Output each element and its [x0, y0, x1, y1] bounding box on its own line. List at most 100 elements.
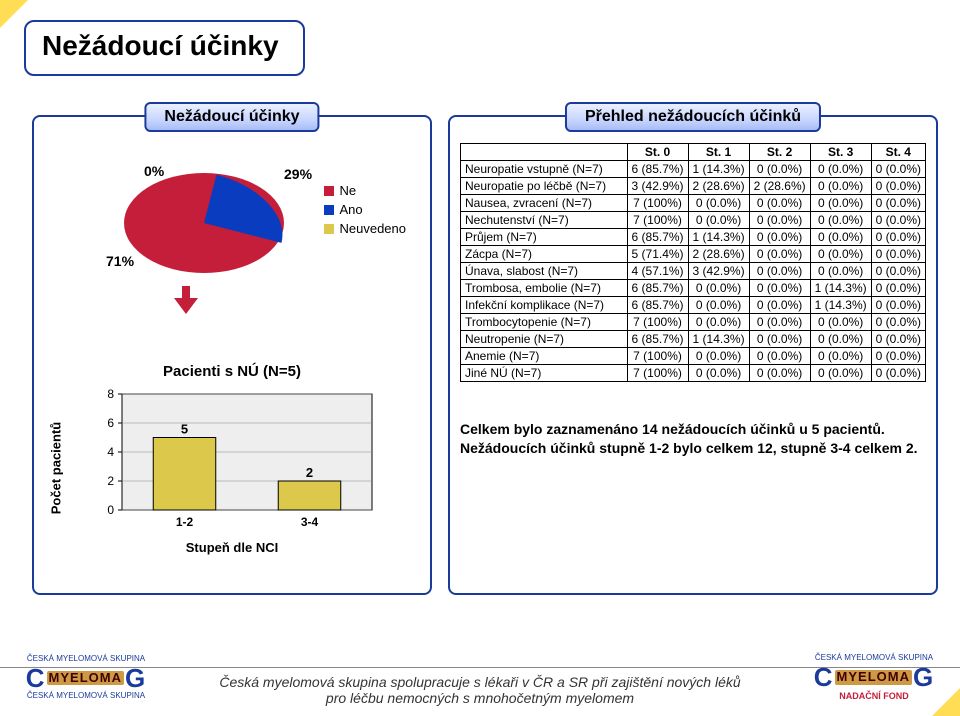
- table-cell: 0 (0.0%): [749, 314, 810, 331]
- svg-text:0: 0: [107, 503, 114, 517]
- table-cell: 0 (0.0%): [749, 195, 810, 212]
- table-cell: 0 (0.0%): [871, 263, 925, 280]
- table-cell: 1 (14.3%): [810, 297, 871, 314]
- table-row: Trombocytopenie (N=7)7 (100%)0 (0.0%)0 (…: [461, 314, 926, 331]
- svg-text:1-2: 1-2: [176, 515, 194, 529]
- svg-text:8: 8: [107, 387, 114, 401]
- legend-swatch: [324, 186, 334, 196]
- table-cell: 0 (0.0%): [810, 178, 871, 195]
- table-cell: 1 (14.3%): [688, 161, 749, 178]
- pie-pct-label: 71%: [106, 253, 134, 269]
- table-cell: 0 (0.0%): [810, 365, 871, 382]
- table-cell: 0 (0.0%): [810, 161, 871, 178]
- table-cell: 0 (0.0%): [871, 297, 925, 314]
- table-cell: 0 (0.0%): [871, 212, 925, 229]
- table-cell: 1 (14.3%): [688, 331, 749, 348]
- bar-chart: 0246851-223-4: [82, 384, 382, 534]
- table-cell: 4 (57.1%): [627, 263, 688, 280]
- table-cell: 2 (28.6%): [749, 178, 810, 195]
- table-cell: 7 (100%): [627, 365, 688, 382]
- panel-overview: Přehled nežádoucích účinků St. 0St. 1St.…: [448, 115, 938, 595]
- panel-adverse-effects: Nežádoucí účinky 71%29%0% NeAnoNeuvedeno…: [32, 115, 432, 595]
- table-row: Únava, slabost (N=7)4 (57.1%)3 (42.9%)0 …: [461, 263, 926, 280]
- footer-line1: Česká myelomová skupina spolupracuje s l…: [219, 674, 740, 690]
- svg-text:5: 5: [181, 422, 188, 437]
- table-header-cell: St. 2: [749, 144, 810, 161]
- table-row: Anemie (N=7)7 (100%)0 (0.0%)0 (0.0%)0 (0…: [461, 348, 926, 365]
- table-header-cell: St. 1: [688, 144, 749, 161]
- table-cell: 0 (0.0%): [810, 229, 871, 246]
- table-cell: 0 (0.0%): [871, 195, 925, 212]
- table-cell: 0 (0.0%): [749, 331, 810, 348]
- table-cell: 0 (0.0%): [749, 263, 810, 280]
- table-cell: 0 (0.0%): [810, 348, 871, 365]
- table-cell: 1 (14.3%): [810, 280, 871, 297]
- table-cell: 5 (71.4%): [627, 246, 688, 263]
- table-cell: 7 (100%): [627, 212, 688, 229]
- table-cell: 0 (0.0%): [749, 212, 810, 229]
- table-cell: 2 (28.6%): [688, 246, 749, 263]
- corner-decor-tl: [0, 0, 28, 28]
- page-title-panel: Nežádoucí účinky: [24, 20, 305, 76]
- logo-right-bottom: NADAČNÍ FOND: [839, 692, 909, 702]
- table-cell: Jiné NÚ (N=7): [461, 365, 628, 382]
- legend-item: Neuvedeno: [324, 221, 407, 236]
- table-cell: Neuropatie vstupně (N=7): [461, 161, 628, 178]
- table-cell: 0 (0.0%): [871, 280, 925, 297]
- table-cell: Neutropenie (N=7): [461, 331, 628, 348]
- table-header-cell: St. 4: [871, 144, 925, 161]
- table-cell: Trombocytopenie (N=7): [461, 314, 628, 331]
- table-cell: 1 (14.3%): [688, 229, 749, 246]
- table-cell: 0 (0.0%): [871, 365, 925, 382]
- table-row: Infekční komplikace (N=7)6 (85.7%) 0 (0.0…: [461, 297, 926, 314]
- panel-left-header: Nežádoucí účinky: [144, 102, 319, 132]
- table-row: Průjem (N=7)6 (85.7%)1 (14.3%)0 (0.0%)0 …: [461, 229, 926, 246]
- table-cell: Únava, slabost (N=7): [461, 263, 628, 280]
- table-cell: Průjem (N=7): [461, 229, 628, 246]
- table-cell: 0 (0.0%): [688, 280, 749, 297]
- table-cell: 0 (0.0%): [871, 314, 925, 331]
- table-row: Neutropenie (N=7)6 (85.7%)1 (14.3%)0 (0.…: [461, 331, 926, 348]
- table-cell: Neuropatie po léčbě (N=7): [461, 178, 628, 195]
- pie-chart-area: 71%29%0% NeAnoNeuvedeno: [44, 143, 420, 353]
- table-cell: 0 (0.0%): [810, 195, 871, 212]
- table-row: Trombosa, embolie (N=7)6 (85.7%)0 (0.0%)…: [461, 280, 926, 297]
- table-row: Zácpa (N=7)5 (71.4%)2 (28.6%)0 (0.0%)0 (…: [461, 246, 926, 263]
- pie-pct-label: 29%: [284, 166, 312, 182]
- bar-chart-title: Pacienti s NÚ (N=5): [44, 363, 420, 380]
- table-cell: 2 (28.6%): [688, 178, 749, 195]
- table-cell: 0 (0.0%): [871, 246, 925, 263]
- bar-y-axis-label: Počet pacientů: [49, 422, 64, 514]
- table-cell: 0 (0.0%): [810, 212, 871, 229]
- table-cell: 0 (0.0%): [749, 348, 810, 365]
- table-cell: Anemie (N=7): [461, 348, 628, 365]
- table-cell: Infekční komplikace (N=7): [461, 297, 628, 314]
- svg-text:4: 4: [107, 445, 114, 459]
- panel-right-header: Přehled nežádoucích účinků: [565, 102, 821, 132]
- logo-right-badge: CMYELOMAG: [814, 663, 934, 692]
- table-row: Nechutenství (N=7)7 (100%)0 (0.0%)0 (0.0…: [461, 212, 926, 229]
- page-title: Nežádoucí účinky: [42, 30, 279, 61]
- table-cell: 0 (0.0%): [749, 280, 810, 297]
- table-row: Nausea, zvracení (N=7)7 (100%)0 (0.0%)0 …: [461, 195, 926, 212]
- table-cell: 0 (0.0%): [688, 212, 749, 229]
- summary-text: Celkem bylo zaznamenáno 14 nežádoucích ú…: [460, 420, 926, 458]
- table-cell: 0 (0.0%): [688, 195, 749, 212]
- table-cell: Nausea, zvracení (N=7): [461, 195, 628, 212]
- table-cell: 0 (0.0%): [810, 314, 871, 331]
- table-cell: 0 (0.0%): [749, 246, 810, 263]
- table-row: Neuropatie vstupně (N=7)6 (85.7%)1 (14.3…: [461, 161, 926, 178]
- pie-pct-label: 0%: [144, 163, 164, 179]
- table-cell: 0 (0.0%): [688, 365, 749, 382]
- table-header-cell: St. 3: [810, 144, 871, 161]
- legend-swatch: [324, 224, 334, 234]
- summary-line1: Celkem bylo zaznamenáno 14 nežádoucích ú…: [460, 421, 885, 437]
- table-cell: 3 (42.9%): [688, 263, 749, 280]
- table-cell: 6 (85.7%): [627, 161, 688, 178]
- table-cell: 0 (0.0%): [688, 348, 749, 365]
- table-cell: 6 (85.7%): [627, 297, 688, 314]
- legend-item: Ne: [324, 183, 407, 198]
- table-cell: 6 (85.7%): [627, 229, 688, 246]
- table-cell: 7 (100%): [627, 348, 688, 365]
- table-cell: 0 (0.0%): [749, 297, 810, 314]
